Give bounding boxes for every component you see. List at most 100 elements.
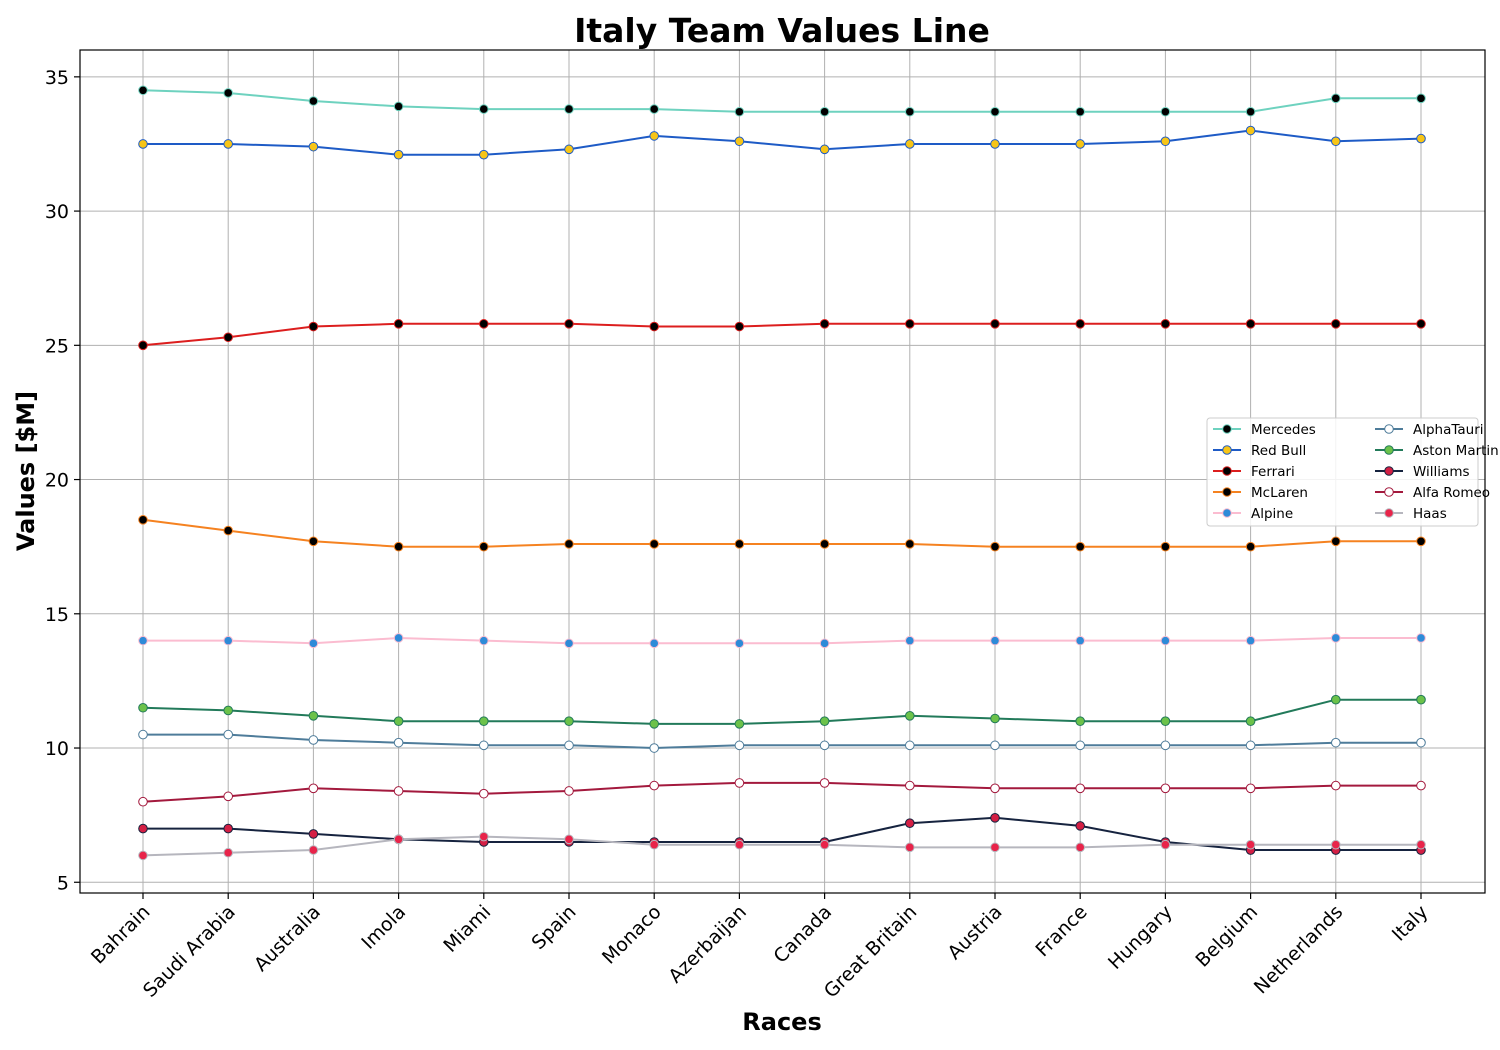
data-point — [819, 539, 830, 549]
data-point — [990, 635, 1000, 646]
data-point — [1245, 106, 1256, 117]
data-point — [223, 635, 233, 646]
chart-title: Italy Team Values Line — [574, 11, 990, 50]
data-point — [990, 106, 1000, 117]
data-point — [734, 539, 745, 549]
legend-label: Alpine — [1251, 506, 1293, 522]
data-point — [649, 743, 660, 753]
data-point — [564, 144, 574, 155]
data-point — [1160, 635, 1171, 646]
series-markers-red-bull — [138, 125, 1426, 160]
data-point — [308, 321, 319, 332]
data-point — [819, 319, 830, 329]
data-point — [564, 834, 574, 845]
data-point — [1075, 319, 1085, 329]
data-point — [393, 834, 404, 845]
data-point — [138, 823, 148, 834]
series-markers-aston-martin — [138, 694, 1426, 729]
data-point — [479, 716, 489, 726]
data-point — [1075, 139, 1085, 149]
data-point — [308, 96, 319, 106]
data-point — [223, 139, 233, 149]
data-point — [138, 139, 148, 149]
data-point — [308, 141, 319, 152]
series-line-ferrari — [142, 322, 1421, 347]
data-point — [1245, 541, 1256, 552]
data-point — [393, 149, 404, 160]
data-point — [990, 139, 1000, 149]
data-point — [819, 778, 830, 788]
data-point — [990, 541, 1000, 552]
data-point — [990, 713, 1000, 724]
series-line-alfa-romeo — [142, 781, 1421, 803]
data-point — [479, 104, 489, 114]
legend-item-alphatauri: AlphaTauri — [1375, 422, 1484, 438]
data-point — [1160, 319, 1171, 329]
data-point — [1416, 319, 1426, 329]
legend-swatch-marker — [1384, 466, 1394, 476]
data-point — [649, 638, 660, 649]
y-tick-label: 20 — [45, 470, 69, 492]
series-line-mclaren — [142, 518, 1421, 548]
legend-swatch-marker — [1222, 445, 1232, 455]
series-lines — [142, 89, 1422, 857]
data-point — [905, 139, 915, 149]
legend-label: Ferrari — [1251, 464, 1295, 480]
data-point — [1416, 694, 1426, 705]
data-point — [138, 702, 148, 713]
data-point — [1075, 783, 1085, 794]
data-point — [734, 136, 745, 147]
data-point — [564, 638, 574, 649]
series-line-mercedes — [142, 89, 1421, 113]
data-point — [1331, 839, 1341, 850]
legend-item-mercedes: Mercedes — [1213, 422, 1316, 438]
data-point — [308, 735, 319, 745]
data-point — [1245, 716, 1256, 726]
data-point — [1075, 821, 1085, 831]
data-point — [393, 319, 404, 329]
data-point — [1331, 780, 1341, 791]
data-point — [138, 635, 148, 646]
data-point — [1245, 319, 1256, 329]
data-point — [308, 711, 319, 721]
data-point — [308, 845, 319, 855]
data-point — [649, 321, 660, 332]
legend-label: Alfa Romeo — [1413, 485, 1490, 501]
data-point — [905, 319, 915, 329]
series-line-williams — [143, 816, 1421, 851]
data-point — [1160, 136, 1171, 147]
data-point — [479, 831, 489, 842]
data-point — [905, 539, 915, 549]
series-markers — [138, 85, 1426, 861]
data-point — [223, 729, 233, 740]
data-point — [223, 705, 233, 716]
data-point — [138, 515, 148, 525]
data-point — [564, 740, 574, 751]
data-point — [649, 539, 660, 549]
data-point — [905, 635, 915, 646]
legend-swatch-marker — [1222, 466, 1232, 476]
data-point — [1416, 93, 1426, 104]
data-point — [393, 101, 404, 112]
series-markers-ferrari — [138, 319, 1426, 351]
data-point — [564, 716, 574, 726]
data-point — [479, 319, 489, 329]
data-point — [734, 778, 745, 788]
series-markers-mercedes — [138, 85, 1426, 117]
legend-label: Haas — [1413, 506, 1447, 522]
data-point — [564, 104, 574, 114]
legend: Mercedes Red Bull Ferrari McLaren Alpine Alph… — [1206, 417, 1499, 527]
data-point — [393, 716, 404, 726]
legend-item-mclaren: McLaren — [1213, 485, 1308, 501]
data-point — [393, 737, 404, 748]
data-point — [734, 719, 745, 729]
series-markers-haas — [138, 831, 1426, 861]
data-point — [138, 850, 148, 861]
data-point — [819, 740, 830, 751]
data-point — [308, 829, 319, 839]
legend-swatch-marker — [1222, 424, 1232, 434]
legend-swatch-marker — [1384, 445, 1394, 455]
data-point — [734, 321, 745, 332]
data-point — [308, 638, 319, 649]
data-point — [1331, 737, 1341, 748]
